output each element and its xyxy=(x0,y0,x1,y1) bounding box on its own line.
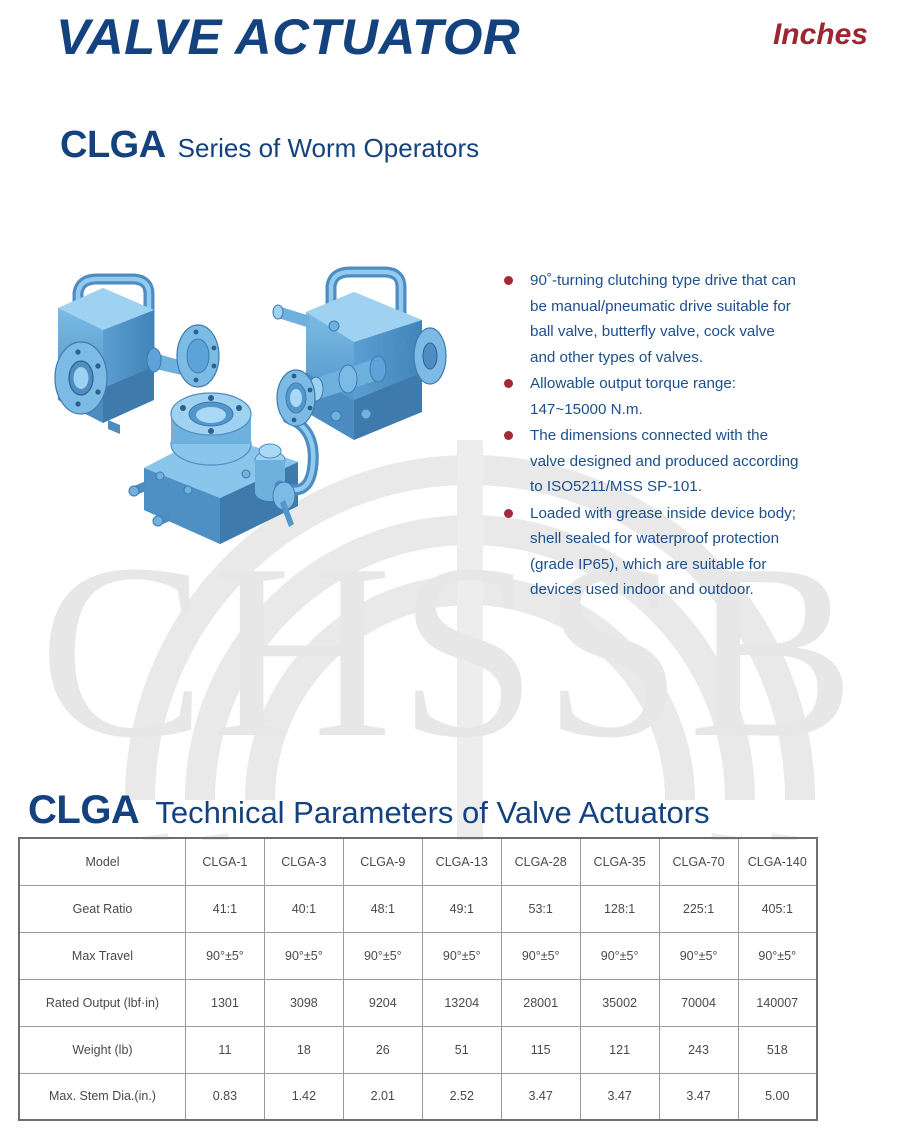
column-header: CLGA-35 xyxy=(579,837,660,886)
table-cell: 9204 xyxy=(342,978,423,1027)
product-image xyxy=(48,248,500,548)
feature-line: to ISO5211/MSS SP-101. xyxy=(530,478,702,495)
table-cell: 90°±5° xyxy=(342,931,423,980)
table-cell: 90°±5° xyxy=(737,931,818,980)
table-cell: 121 xyxy=(579,1025,660,1074)
list-item: Loaded with grease inside device body; s… xyxy=(500,501,872,603)
feature-line: (grade IP65), which are suitable for xyxy=(530,555,767,573)
table-cell: 51 xyxy=(421,1025,502,1074)
table-cell: 3.47 xyxy=(500,1072,581,1121)
column-header: CLGA-9 xyxy=(342,837,423,886)
table-cell: 11 xyxy=(184,1025,265,1074)
table-cell: 1301 xyxy=(184,978,265,1027)
table-title-description: Technical Parameters of Valve Actuators xyxy=(155,795,710,830)
feature-list: 90˚-turning clutching type drive that ca… xyxy=(500,268,872,604)
table-row: Rated Output (lbf·in) 1301 3098 9204 132… xyxy=(18,978,818,1027)
table-cell: 28001 xyxy=(500,978,581,1027)
specifications-table: Model CLGA-1 CLGA-3 CLGA-9 CLGA-13 CLGA-… xyxy=(18,837,818,1121)
column-header: CLGA-140 xyxy=(737,837,818,886)
table-cell: 90°±5° xyxy=(184,931,265,980)
table-cell: 243 xyxy=(658,1025,739,1074)
column-header: CLGA-1 xyxy=(184,837,265,886)
table-row: Model CLGA-1 CLGA-3 CLGA-9 CLGA-13 CLGA-… xyxy=(18,837,818,886)
table-cell: 90°±5° xyxy=(421,931,502,980)
feature-line: shell sealed for waterproof protection xyxy=(530,530,780,547)
table-row: Max. Stem Dia.(in.) 0.83 1.42 2.01 2.52 … xyxy=(18,1072,818,1121)
table-cell: 2.52 xyxy=(421,1072,502,1121)
table-cell: 1.42 xyxy=(263,1072,344,1121)
column-header: CLGA-70 xyxy=(658,837,739,886)
table-cell: 2.01 xyxy=(342,1072,423,1121)
table-cell: 140007 xyxy=(737,978,818,1027)
column-header: CLGA-13 xyxy=(421,837,502,886)
feature-line: ball valve, butterfly valve, cock valve xyxy=(530,323,775,340)
table-cell: 90°±5° xyxy=(500,931,581,980)
bullet-icon xyxy=(504,431,513,440)
feature-line: Loaded with grease inside device body; xyxy=(530,504,796,522)
series-description: Series of Worm Operators xyxy=(177,133,480,163)
page-title: VALVE ACTUATOR xyxy=(56,9,521,65)
table-cell: 128:1 xyxy=(579,884,660,933)
table-cell: 90°±5° xyxy=(579,931,660,980)
bullet-icon xyxy=(504,508,513,518)
bullet-icon xyxy=(504,379,513,388)
table-cell: 26 xyxy=(342,1025,423,1074)
table-body: Model CLGA-1 CLGA-3 CLGA-9 CLGA-13 CLGA-… xyxy=(18,837,818,1121)
column-header-model: Model xyxy=(18,837,186,886)
table-cell: 53:1 xyxy=(500,884,581,933)
row-label: Max. Stem Dia.(in.) xyxy=(18,1072,186,1121)
table-cell: 115 xyxy=(500,1025,581,1074)
feature-line: devices used indoor and outdoor. xyxy=(530,581,754,598)
feature-line: The dimensions connected with the xyxy=(530,427,769,444)
feature-line: valve designed and produced according xyxy=(530,452,799,470)
table-row: Max Travel 90°±5° 90°±5° 90°±5° 90°±5° 9… xyxy=(18,931,818,980)
table-cell: 405:1 xyxy=(737,884,818,933)
table-cell: 41:1 xyxy=(184,884,265,933)
table-cell: 35002 xyxy=(579,978,660,1027)
table-row: Weight (lb) 11 18 26 51 115 121 243 518 xyxy=(18,1025,818,1074)
unit-label: Inches xyxy=(772,18,868,51)
table-cell: 3.47 xyxy=(658,1072,739,1121)
table-title-code: CLGA xyxy=(28,788,140,832)
list-item: Allowable output torque range: 147~15000… xyxy=(500,371,872,422)
series-heading: CLGA Series of Worm Operators xyxy=(60,124,479,167)
right-actuator-unit xyxy=(272,266,447,440)
table-cell: 90°±5° xyxy=(658,931,739,980)
table-cell: 518 xyxy=(737,1025,818,1074)
table-cell: 70004 xyxy=(658,978,739,1027)
series-code: CLGA xyxy=(60,124,166,166)
table-cell: 18 xyxy=(263,1025,344,1074)
feature-line: and other types of valves. xyxy=(530,348,704,366)
table-cell: 5.00 xyxy=(737,1072,818,1121)
table-cell: 40:1 xyxy=(263,884,344,933)
list-item: The dimensions connected with the valve … xyxy=(500,423,872,500)
table-cell: 225:1 xyxy=(658,884,739,933)
table-heading: CLGA Technical Parameters of Valve Actua… xyxy=(28,788,710,833)
feature-line: 147~15000 N.m. xyxy=(530,400,643,418)
table-cell: 90°±5° xyxy=(263,931,344,980)
table-cell: 3098 xyxy=(263,978,344,1027)
feature-line: 90˚-turning clutching type drive that ca… xyxy=(530,272,796,289)
column-header: CLGA-28 xyxy=(500,837,581,886)
row-label: Rated Output (lbf·in) xyxy=(18,978,186,1027)
table-cell: 3.47 xyxy=(579,1072,660,1121)
left-actuator-unit xyxy=(54,273,220,434)
table-cell: 13204 xyxy=(421,978,502,1027)
table-cell: 49:1 xyxy=(421,884,502,933)
table-cell: 48:1 xyxy=(342,884,423,933)
bullet-icon xyxy=(504,276,513,285)
feature-line: be manual/pneumatic drive suitable for xyxy=(530,297,791,315)
table-row: Geat Ratio 41:1 40:1 48:1 49:1 53:1 128:… xyxy=(18,884,818,933)
row-label: Weight (lb) xyxy=(18,1025,186,1074)
feature-line: Allowable output torque range: xyxy=(530,375,737,392)
row-label: Geat Ratio xyxy=(18,884,186,933)
column-header: CLGA-3 xyxy=(263,837,344,886)
row-label: Max Travel xyxy=(18,931,186,980)
table-cell: 0.83 xyxy=(184,1072,265,1121)
list-item: 90˚-turning clutching type drive that ca… xyxy=(500,268,872,370)
